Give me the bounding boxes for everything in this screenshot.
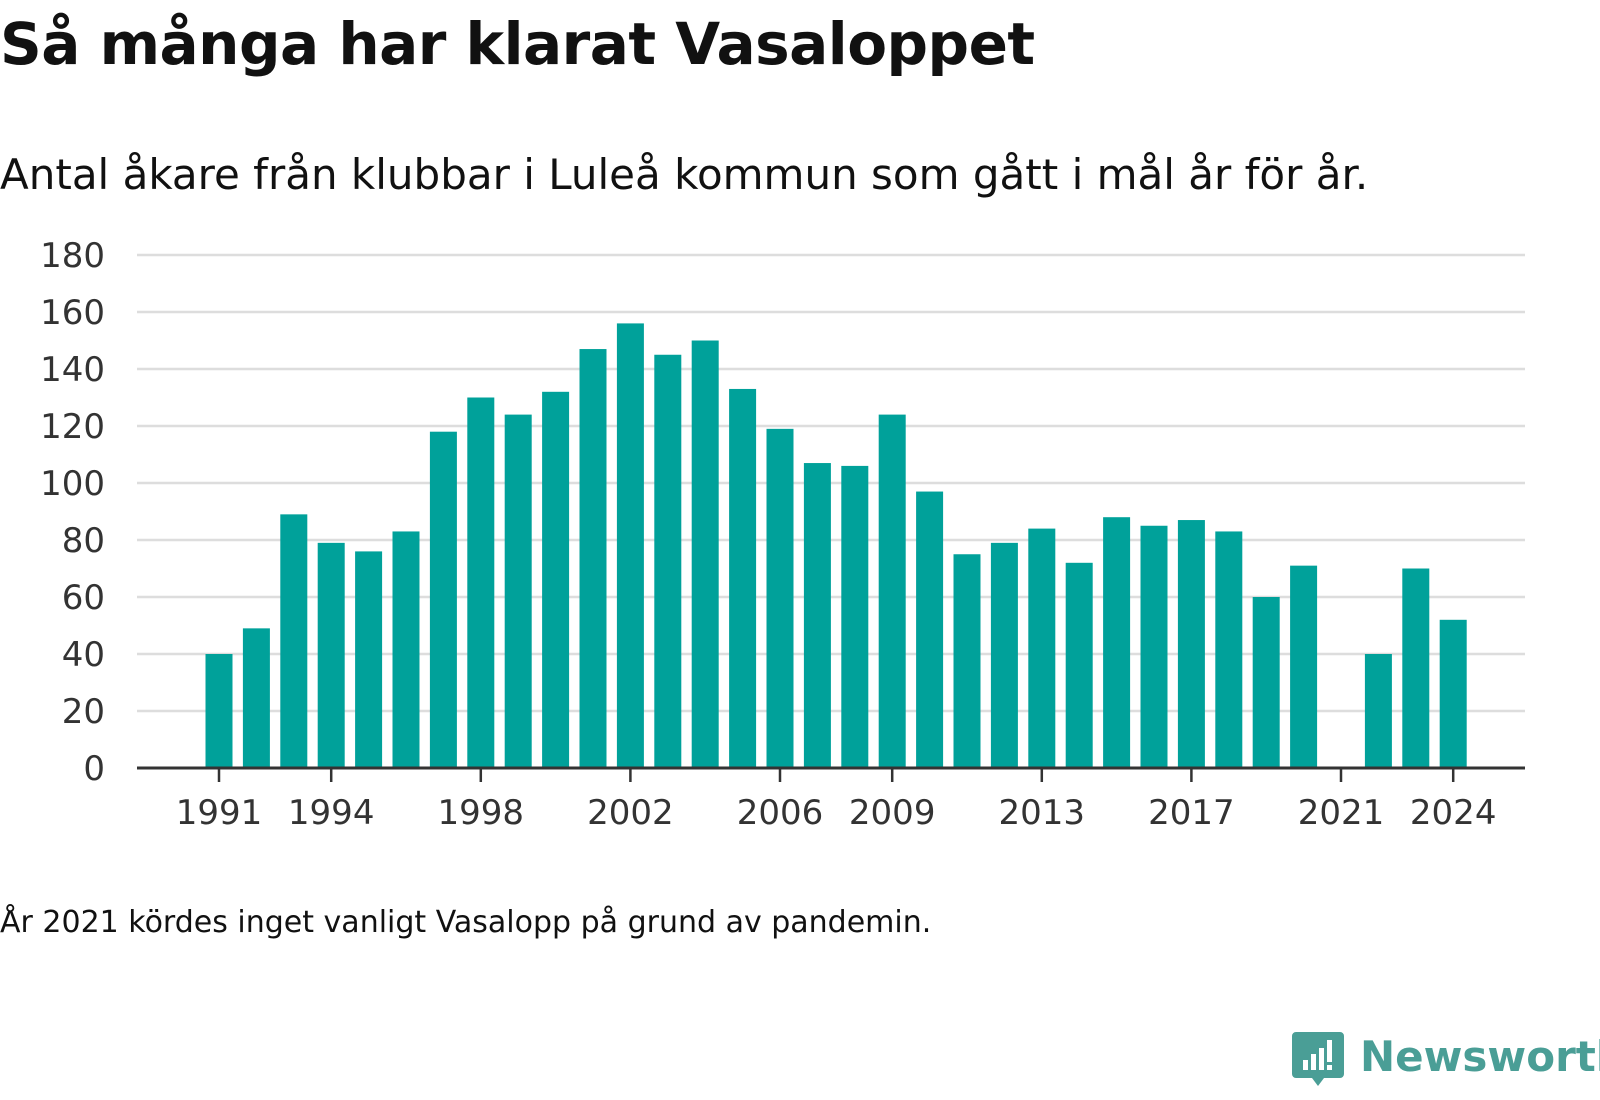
bar-2013 bbox=[1028, 528, 1056, 768]
x-tick-label: 2013 bbox=[999, 793, 1086, 833]
x-tick-label: 2021 bbox=[1298, 793, 1385, 833]
bar-chart: 0 20 40 60 80 100 120 140 160 180 1991 1994 1998 2002… bbox=[40, 236, 1525, 833]
bar-1999 bbox=[504, 414, 532, 768]
bar-2012 bbox=[990, 542, 1018, 768]
bar-2017 bbox=[1177, 520, 1205, 768]
bar-2000 bbox=[542, 391, 570, 768]
bar-2009 bbox=[878, 414, 906, 768]
x-tick-label: 1994 bbox=[288, 793, 375, 833]
bars bbox=[205, 323, 1467, 768]
x-tick-label: 2006 bbox=[737, 793, 824, 833]
footnote: År 2021 kördes inget vanligt Vasalopp på… bbox=[0, 905, 932, 940]
x-tick-label: 2017 bbox=[1148, 793, 1235, 833]
x-tick-label: 1991 bbox=[176, 793, 263, 833]
bar-1995 bbox=[355, 551, 383, 768]
x-tick-label: 2024 bbox=[1410, 793, 1497, 833]
bar-2010 bbox=[916, 491, 944, 768]
bar-1992 bbox=[242, 628, 270, 768]
bar-2004 bbox=[691, 340, 719, 768]
bar-2016 bbox=[1140, 525, 1168, 768]
y-tick-label: 180 bbox=[40, 236, 105, 276]
bar-2008 bbox=[841, 465, 869, 768]
bar-2001 bbox=[579, 349, 607, 768]
y-tick-label: 120 bbox=[40, 407, 105, 447]
bar-2007 bbox=[803, 463, 831, 768]
bar-2003 bbox=[654, 354, 682, 768]
chart-subtitle: Antal åkare från klubbar i Luleå kommun … bbox=[0, 150, 1369, 199]
y-tick-label: 160 bbox=[40, 293, 105, 333]
x-tick-label: 2002 bbox=[587, 793, 674, 833]
bar-2023 bbox=[1402, 568, 1430, 768]
y-tick-label: 140 bbox=[40, 350, 105, 390]
y-tick-label: 100 bbox=[40, 464, 105, 504]
bar-1997 bbox=[429, 431, 457, 768]
y-tick-label: 80 bbox=[62, 521, 105, 561]
axes: 0 20 40 60 80 100 120 140 160 180 1991 1994 1998 2002… bbox=[40, 236, 1525, 833]
bar-2018 bbox=[1215, 531, 1243, 768]
bar-2002 bbox=[616, 323, 644, 768]
bar-2011 bbox=[953, 554, 981, 768]
x-tick-label: 1998 bbox=[438, 793, 525, 833]
bar-2019 bbox=[1252, 597, 1280, 768]
bar-1998 bbox=[467, 397, 495, 768]
bar-1996 bbox=[392, 531, 420, 768]
chart-title: Så många har klarat Vasaloppet bbox=[0, 10, 1035, 78]
y-tick-label: 20 bbox=[62, 692, 105, 732]
bar-2022 bbox=[1364, 654, 1392, 768]
bar-2014 bbox=[1065, 562, 1093, 768]
bar-2005 bbox=[729, 388, 757, 768]
bar-2006 bbox=[766, 428, 794, 768]
y-tick-label: 60 bbox=[62, 578, 105, 618]
bar-1991 bbox=[205, 654, 233, 768]
logo-text: Newsworthy bbox=[1360, 1032, 1600, 1081]
newsworthy-logo: Newsworthy bbox=[1290, 1030, 1600, 1090]
bar-2020 bbox=[1290, 565, 1318, 768]
bar-1993 bbox=[280, 514, 308, 768]
y-tick-label: 0 bbox=[83, 749, 105, 789]
bar-2015 bbox=[1103, 517, 1131, 768]
bar-2024 bbox=[1439, 619, 1467, 768]
x-tick-label: 2009 bbox=[849, 793, 936, 833]
y-tick-label: 40 bbox=[62, 635, 105, 675]
bar-1994 bbox=[317, 542, 345, 768]
bar-chart-speech-bubble-icon bbox=[1292, 1032, 1344, 1086]
